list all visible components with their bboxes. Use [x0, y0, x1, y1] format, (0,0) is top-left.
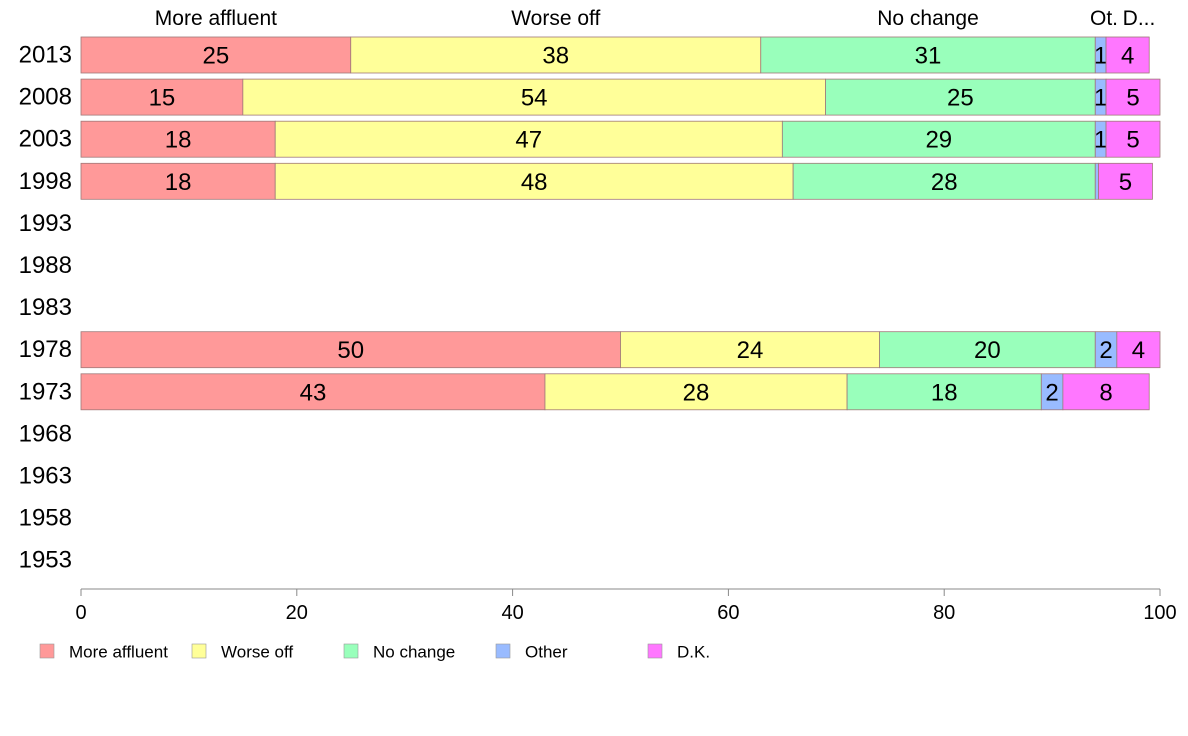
column-header: Worse off — [511, 7, 600, 30]
x-tick-label: 40 — [501, 602, 523, 624]
legend-swatch — [647, 643, 663, 659]
category-label: 1983 — [19, 294, 72, 321]
legend-swatch — [191, 643, 207, 659]
column-header: More affluent — [155, 7, 277, 30]
data-label: 1 — [1094, 43, 1107, 70]
legend-label: Other — [525, 643, 568, 662]
data-label: 18 — [165, 127, 192, 154]
data-label: 28 — [931, 169, 958, 196]
data-label: 25 — [947, 85, 974, 112]
data-label: 8 — [1099, 379, 1112, 406]
legend-label: Worse off — [221, 643, 293, 662]
data-label: 48 — [521, 169, 548, 196]
legend-label: No change — [373, 643, 455, 662]
bar-segment — [1105, 78, 1161, 116]
bar-segment — [620, 331, 880, 369]
category-label: 1953 — [19, 547, 72, 574]
bar-segment — [350, 36, 762, 74]
data-label: 1 — [1094, 127, 1107, 154]
bar-segment — [781, 120, 1096, 158]
category-label: 1993 — [19, 210, 72, 237]
category-label: 2003 — [19, 126, 72, 153]
x-tick-label: 60 — [717, 602, 739, 624]
legend-label: More affluent — [69, 643, 168, 662]
category-labels: 2013 2008 2003 1998 1993 1988 1983 1978 1973 1968… — [19, 42, 72, 574]
x-tick-label: 20 — [286, 602, 308, 624]
data-label: 43 — [300, 379, 327, 406]
bar-segment — [80, 331, 621, 369]
column-header: No change — [877, 7, 979, 30]
category-label: 1963 — [19, 463, 72, 490]
data-label: 31 — [915, 43, 942, 70]
data-label: 5 — [1119, 169, 1132, 196]
bar-segment — [80, 120, 276, 158]
data-label: 25 — [203, 43, 230, 70]
data-label: 5 — [1126, 127, 1139, 154]
category-label: 2013 — [19, 42, 72, 69]
bar-segment — [80, 373, 546, 411]
data-label: 29 — [925, 127, 952, 154]
bars-group: 25 38 31 1 415 54 25 1 518 47 29 1 518 48 28 550 24 20 2 44… — [80, 36, 1161, 411]
bar-segment — [1116, 331, 1161, 369]
category-label: 1958 — [19, 505, 72, 532]
bar-segment — [879, 331, 1096, 369]
bar-segment — [544, 373, 848, 411]
bar-segment — [80, 36, 352, 74]
legend: More affluent Worse off No change Other D.K. — [39, 643, 710, 662]
data-label: 2 — [1045, 379, 1058, 406]
column-header: Ot. — [1090, 7, 1118, 30]
data-label: 5 — [1126, 85, 1139, 112]
bar-segment — [242, 78, 826, 116]
bar-segment — [760, 36, 1096, 74]
bar-segment — [825, 78, 1096, 116]
bar-segment — [274, 162, 794, 200]
legend-label: D.K. — [677, 643, 710, 662]
x-tick-label: 0 — [75, 602, 86, 624]
data-label: 18 — [931, 379, 958, 406]
category-label: 1973 — [19, 378, 72, 405]
x-tick-label: 80 — [933, 602, 955, 624]
data-label: 50 — [337, 337, 364, 364]
category-label: 2008 — [19, 84, 72, 111]
bar-segment — [792, 162, 1096, 200]
data-label: 18 — [165, 169, 192, 196]
x-tick-label: 100 — [1143, 602, 1176, 624]
data-label: 4 — [1121, 43, 1134, 70]
x-axis: 0 20 40 60 80 100 — [75, 588, 1177, 624]
column-header: D... — [1123, 7, 1156, 30]
bar-segment — [846, 373, 1042, 411]
data-label: 4 — [1132, 337, 1145, 364]
data-label: 28 — [683, 379, 710, 406]
data-label: 24 — [737, 337, 764, 364]
bar-segment — [80, 162, 276, 200]
category-label: 1988 — [19, 252, 72, 279]
category-label: 1978 — [19, 336, 72, 363]
column-headers: More affluent Worse off No change Ot. D... — [155, 7, 1156, 30]
data-label: 20 — [974, 337, 1001, 364]
bar-segment — [1105, 120, 1161, 158]
data-label: 38 — [542, 43, 569, 70]
bar-segment — [1098, 162, 1153, 200]
bar-segment — [1094, 162, 1099, 200]
bar-segment — [1105, 36, 1150, 74]
data-label: 47 — [515, 127, 542, 154]
legend-swatch — [343, 643, 359, 659]
data-label: 54 — [521, 85, 548, 112]
legend-swatch — [39, 643, 55, 659]
data-label: 2 — [1099, 337, 1112, 364]
category-label: 1998 — [19, 168, 72, 195]
category-label: 1968 — [19, 420, 72, 447]
data-label: 1 — [1094, 85, 1107, 112]
legend-swatch — [495, 643, 511, 659]
bar-segment — [80, 78, 244, 116]
data-label: 15 — [149, 85, 176, 112]
bar-segment — [1062, 373, 1150, 411]
